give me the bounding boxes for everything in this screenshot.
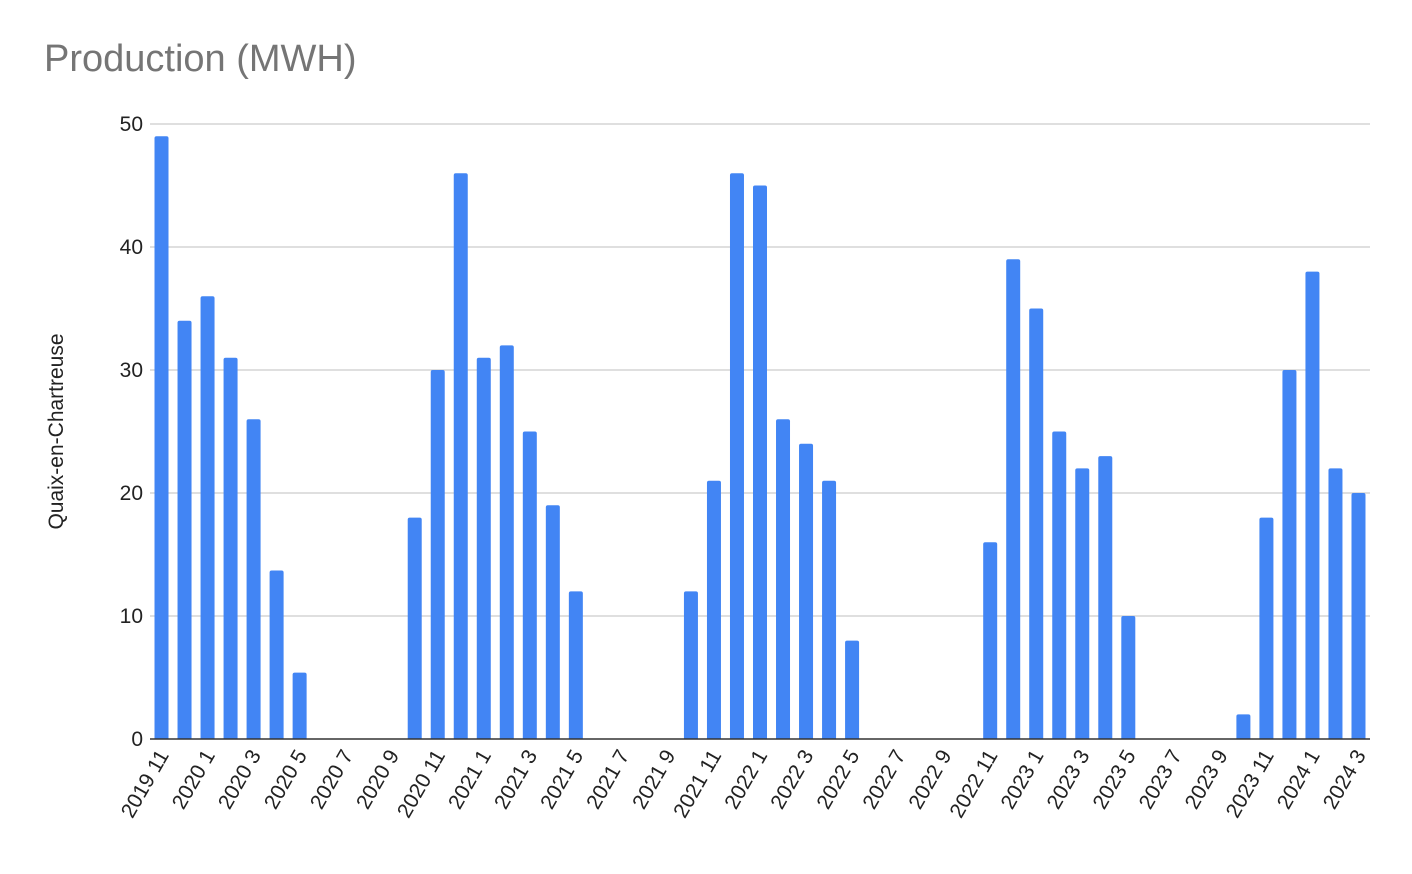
x-tick-label: 2020 1	[168, 746, 220, 813]
bar-2021-11	[706, 480, 721, 739]
bar-2020-11	[430, 370, 445, 739]
y-tick-label: 30	[120, 359, 143, 382]
bar-2022-1	[753, 185, 767, 739]
bar-2021-1	[476, 357, 491, 739]
y-tick-label: 0	[131, 728, 143, 751]
x-tick-label: 2021 7	[582, 746, 634, 813]
x-tick-label: 2021 5	[536, 746, 588, 813]
bar-2019-12	[177, 320, 192, 739]
bar-2021-12	[729, 173, 744, 739]
bar-2023-1	[1029, 308, 1044, 739]
x-tick-label: 2023 1	[997, 746, 1049, 813]
bar-2021-2	[499, 345, 514, 739]
bar-2023-3	[1075, 468, 1090, 739]
bar-2022-12	[1006, 259, 1021, 739]
x-tick-label: 2023 3	[1043, 746, 1095, 813]
x-tick-label: 2020 5	[260, 746, 312, 813]
y-tick-label: 10	[120, 605, 143, 628]
x-tick-label: 2020 3	[214, 746, 266, 813]
bar-2022-5	[845, 640, 860, 739]
x-tick-label: 2022 1	[720, 746, 772, 813]
bar-2022-2	[776, 419, 791, 739]
bar-2021-3	[522, 431, 537, 739]
chart-title: Production (MWH)	[44, 38, 357, 80]
x-tick-label: 2020 7	[306, 746, 358, 813]
x-tick-label: 2022 3	[766, 746, 818, 813]
bar-2022-11	[983, 542, 998, 739]
bar-2020-2	[223, 357, 238, 739]
bar-2023-12	[1282, 370, 1297, 739]
bars	[154, 136, 1366, 740]
bar-2019-11	[154, 136, 169, 740]
y-tick-label: 50	[120, 113, 143, 136]
y-tick-label: 20	[120, 482, 143, 505]
bar-2023-10	[1236, 714, 1251, 739]
bar-2020-10	[407, 517, 422, 739]
x-tick-label: 2022 7	[858, 746, 910, 813]
bar-2023-11	[1259, 517, 1274, 739]
bar-2024-3	[1351, 493, 1366, 739]
bar-2021-4	[545, 505, 560, 739]
y-axis-label: Quaix-en-Chartreuse	[45, 333, 68, 529]
x-tick-label: 2024 1	[1273, 746, 1325, 813]
bar-2023-5	[1121, 616, 1136, 739]
bar-2022-4	[822, 480, 837, 739]
x-tick-label: 2024 3	[1319, 746, 1371, 813]
bar-2023-2	[1052, 431, 1067, 739]
bar-2021-5	[568, 591, 583, 739]
bar-2024-2	[1328, 468, 1343, 739]
x-tick-label: 2021 3	[490, 746, 542, 813]
bar-2020-12	[453, 173, 468, 739]
x-tick-label: 2023 7	[1135, 746, 1187, 813]
bar-2021-10	[683, 591, 698, 739]
bar-2024-1	[1305, 271, 1320, 739]
bar-2022-3	[799, 443, 814, 739]
bar-2020-5	[292, 672, 307, 739]
x-tick-label: 2023 5	[1089, 746, 1141, 813]
y-tick-label: 40	[120, 236, 143, 259]
x-tick-label: 2019 11	[117, 746, 174, 822]
bar-2023-4	[1098, 456, 1113, 739]
x-tick-label: 2022 5	[812, 746, 864, 813]
bar-2020-3	[246, 419, 261, 739]
x-tick-label: 2021 1	[444, 746, 496, 813]
y-axis-ticks: 0 10 20 30 40 50	[120, 113, 143, 751]
bar-2020-4	[269, 570, 284, 739]
bar-2020-1	[200, 296, 215, 739]
